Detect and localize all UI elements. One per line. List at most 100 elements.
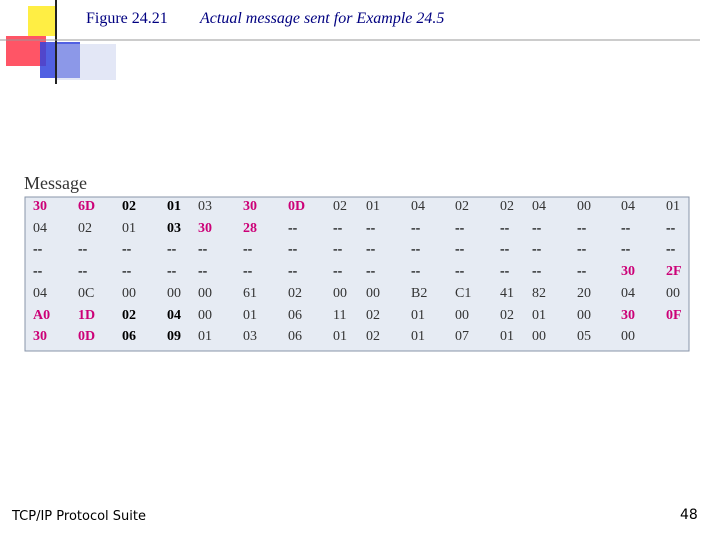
figure-label: Figure 24.21 bbox=[86, 10, 168, 27]
cell: -- bbox=[577, 264, 587, 280]
cell: 1D bbox=[78, 307, 96, 323]
cell: 0D bbox=[78, 329, 96, 345]
cell: 00 bbox=[198, 307, 212, 323]
cell: -- bbox=[33, 264, 43, 280]
cell: -- bbox=[366, 242, 376, 258]
cell: 41 bbox=[500, 285, 514, 301]
cell: 02 bbox=[500, 307, 514, 323]
cell: -- bbox=[500, 242, 510, 258]
cell: 30 bbox=[33, 199, 47, 214]
cell: 00 bbox=[366, 285, 380, 301]
cell: 06 bbox=[288, 307, 302, 323]
cell: A0 bbox=[33, 307, 51, 323]
red-square bbox=[6, 36, 46, 66]
cell: 02 bbox=[122, 199, 136, 214]
cell: 01 bbox=[411, 307, 425, 323]
cell: 03 bbox=[167, 220, 181, 236]
cell: -- bbox=[78, 264, 88, 280]
cell: 30 bbox=[33, 329, 47, 345]
cell: 05 bbox=[577, 329, 591, 345]
cell: -- bbox=[366, 220, 376, 236]
cell: 03 bbox=[243, 329, 257, 345]
footer-title: TCP/IP Protocol Suite bbox=[12, 509, 146, 524]
cell: -- bbox=[243, 264, 253, 280]
cell: 0C bbox=[78, 285, 95, 301]
cell: 00 bbox=[621, 329, 635, 345]
cell: 06 bbox=[122, 329, 136, 345]
cell: 01 bbox=[167, 199, 181, 214]
cell: 01 bbox=[411, 329, 425, 345]
cell: 01 bbox=[666, 199, 680, 214]
cell: -- bbox=[455, 242, 465, 258]
blue-shade bbox=[56, 44, 116, 80]
cell: 11 bbox=[333, 307, 347, 323]
cell: -- bbox=[500, 220, 510, 236]
cell: -- bbox=[78, 242, 88, 258]
cell: 04 bbox=[621, 285, 635, 301]
cell: -- bbox=[243, 242, 253, 258]
cell: 06 bbox=[288, 329, 302, 345]
cell: -- bbox=[411, 220, 421, 236]
cell: 00 bbox=[577, 307, 591, 323]
cell: 01 bbox=[333, 329, 347, 345]
cell: 2F bbox=[666, 264, 682, 280]
cell: B2 bbox=[411, 285, 428, 301]
cell: 0D bbox=[288, 199, 306, 214]
cell: 61 bbox=[243, 285, 257, 301]
cell: 04 bbox=[532, 199, 546, 214]
cell: -- bbox=[532, 242, 542, 258]
cell: 6D bbox=[78, 199, 96, 214]
cell: 03 bbox=[198, 199, 212, 214]
cell: C1 bbox=[455, 285, 472, 301]
cell: 04 bbox=[167, 307, 181, 323]
cell: -- bbox=[198, 242, 208, 258]
cell: 07 bbox=[455, 329, 469, 345]
cell: 02 bbox=[288, 285, 302, 301]
cell: 00 bbox=[122, 285, 136, 301]
cell: 00 bbox=[167, 285, 181, 301]
cell: 02 bbox=[122, 307, 136, 323]
cell: -- bbox=[122, 242, 132, 258]
cell: 04 bbox=[621, 199, 635, 214]
cell: 02 bbox=[333, 199, 347, 214]
cell: 82 bbox=[532, 285, 546, 301]
cell: 02 bbox=[366, 329, 380, 345]
cell: -- bbox=[333, 264, 343, 280]
cell: -- bbox=[366, 264, 376, 280]
cell: 00 bbox=[532, 329, 546, 345]
cell: 0F bbox=[666, 307, 682, 323]
cell: 20 bbox=[577, 285, 591, 301]
cell: -- bbox=[288, 220, 298, 236]
cell: 01 bbox=[122, 220, 136, 236]
cell: -- bbox=[33, 242, 43, 258]
cell: -- bbox=[167, 264, 177, 280]
cell: -- bbox=[666, 242, 676, 258]
cell: 01 bbox=[366, 199, 380, 214]
cell: -- bbox=[577, 242, 587, 258]
cell: -- bbox=[411, 242, 421, 258]
cell: -- bbox=[333, 242, 343, 258]
cell: 04 bbox=[33, 220, 47, 236]
caption: Actual message sent for Example 24.5 bbox=[200, 10, 445, 27]
cell: -- bbox=[532, 220, 542, 236]
cell: -- bbox=[621, 220, 631, 236]
cell: -- bbox=[167, 242, 177, 258]
cell: -- bbox=[500, 264, 510, 280]
cell: 00 bbox=[333, 285, 347, 301]
cell: 02 bbox=[500, 199, 514, 214]
cell: 02 bbox=[455, 199, 469, 214]
table-box bbox=[24, 196, 690, 352]
cell: 28 bbox=[243, 220, 257, 236]
cell: -- bbox=[198, 264, 208, 280]
cell: 00 bbox=[198, 285, 212, 301]
yellow-square bbox=[28, 6, 56, 36]
cell: 30 bbox=[621, 307, 635, 323]
cell: -- bbox=[288, 242, 298, 258]
cell: 01 bbox=[532, 307, 546, 323]
cell: 02 bbox=[78, 220, 92, 236]
cell: -- bbox=[411, 264, 421, 280]
cell: -- bbox=[288, 264, 298, 280]
table-label: Message bbox=[24, 173, 87, 193]
cell: 01 bbox=[198, 329, 212, 345]
